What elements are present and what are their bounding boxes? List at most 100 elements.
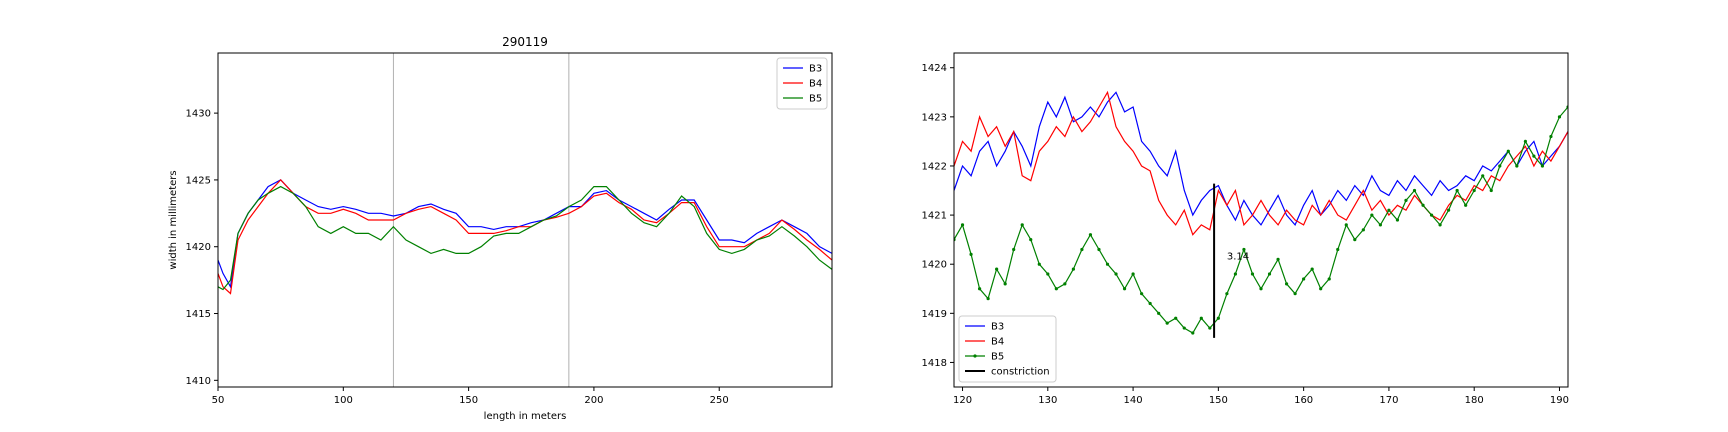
y-tick-label: 1423 xyxy=(922,112,947,123)
x-tick-label: 100 xyxy=(334,395,353,406)
series-point-b5 xyxy=(1455,188,1459,193)
x-tick-label: 140 xyxy=(1124,395,1143,406)
x-tick-label: 120 xyxy=(953,395,972,406)
chart-panel-1: 50 100 150 200 250 1410 1415 1420 1425 1430 290119… xyxy=(168,35,833,422)
legend-label: B5 xyxy=(809,94,822,105)
plot-area xyxy=(954,90,1568,338)
x-tick-label: 180 xyxy=(1465,395,1484,406)
series-point-b5 xyxy=(1131,272,1135,276)
series-point-b5 xyxy=(1097,247,1101,252)
constriction-annotation: 3.14 xyxy=(1227,251,1249,262)
series-point-b5 xyxy=(1182,326,1186,330)
series-point-b5 xyxy=(1412,188,1417,193)
series-point-b5 xyxy=(1199,316,1203,320)
x-tick-label: 170 xyxy=(1379,395,1398,406)
series-point-b5 xyxy=(1225,292,1229,296)
series-point-b5 xyxy=(1259,287,1263,291)
legend-label: B4 xyxy=(991,337,1004,348)
series-point-b5 xyxy=(995,267,999,271)
y-axis-label: width in millimeters xyxy=(168,170,179,269)
series-point-b5 xyxy=(1284,282,1289,286)
series-point-b5 xyxy=(1003,282,1007,286)
series-point-b5 xyxy=(1233,272,1238,276)
series-line-b3 xyxy=(218,179,832,289)
series-point-b5 xyxy=(1464,203,1468,207)
series-point-b5 xyxy=(1191,331,1195,335)
series-point-b5 xyxy=(1157,311,1161,315)
series-point-b5 xyxy=(1404,198,1408,202)
x-tick-label: 150 xyxy=(1209,395,1228,406)
series-point-b5 xyxy=(1557,115,1562,119)
series-point-b5 xyxy=(1421,203,1425,207)
series-point-b5 xyxy=(1481,174,1485,178)
series-line-b5 xyxy=(954,106,1568,334)
y-tick-label: 1410 xyxy=(186,376,211,387)
series-point-b5 xyxy=(1395,218,1400,222)
series-point-b5 xyxy=(1208,326,1212,330)
series-point-b5 xyxy=(1489,188,1493,193)
legend-swatch-marker xyxy=(973,354,977,358)
series-line-b4 xyxy=(218,179,832,295)
legend-label: B4 xyxy=(809,79,822,90)
x-axis-label: length in meters xyxy=(484,411,567,422)
series-point-b5 xyxy=(1353,238,1357,242)
y-tick-label: 1420 xyxy=(186,242,211,253)
series-point-b5 xyxy=(1293,292,1297,296)
y-tick-label: 1425 xyxy=(186,175,211,186)
legend-label: B3 xyxy=(991,322,1004,333)
series-point-b5 xyxy=(1165,321,1169,325)
series-point-b5 xyxy=(1319,287,1323,291)
series-point-b5 xyxy=(1063,282,1067,286)
series-point-b5 xyxy=(1344,223,1348,227)
series-point-b5 xyxy=(1250,272,1255,276)
series-point-b5 xyxy=(1174,316,1178,320)
series-point-b5 xyxy=(1216,316,1220,320)
series-point-b5 xyxy=(1302,277,1306,281)
series-line-b5 xyxy=(218,185,832,291)
x-tick-label: 50 xyxy=(212,395,225,406)
y-tick-label: 1421 xyxy=(922,211,947,222)
series-point-b5 xyxy=(1267,272,1272,276)
series-point-b5 xyxy=(1046,272,1050,276)
series-point-b5 xyxy=(1327,277,1331,281)
series-point-b5 xyxy=(1105,262,1110,266)
y-tick-label: 1419 xyxy=(922,309,947,320)
series-point-b5 xyxy=(1515,164,1519,168)
series-point-b5 xyxy=(1088,233,1093,237)
y-tick-label: 1424 xyxy=(922,63,947,74)
x-tick-label: 190 xyxy=(1550,395,1569,406)
y-tick-label: 1415 xyxy=(186,309,211,320)
series-point-b5 xyxy=(1276,257,1280,261)
legend-box xyxy=(958,315,1057,383)
series-point-b5 xyxy=(960,223,965,227)
series-point-b5 xyxy=(1336,247,1340,252)
series-point-b5 xyxy=(1012,247,1016,252)
series-point-b5 xyxy=(1429,213,1434,217)
series-point-b5 xyxy=(1438,223,1442,227)
series-line-b4 xyxy=(954,90,1568,236)
series-point-b5 xyxy=(1140,292,1144,296)
series-point-b5 xyxy=(1540,164,1545,168)
series-point-b5 xyxy=(1242,247,1246,252)
series-point-b5 xyxy=(1549,134,1553,139)
series-point-b5 xyxy=(1122,287,1127,291)
series-point-b5 xyxy=(1387,208,1391,212)
series-line-b3 xyxy=(954,91,1568,227)
axes-frame xyxy=(217,52,833,388)
series-point-b5 xyxy=(1472,188,1476,193)
legend-label: B3 xyxy=(809,64,822,75)
plot-area xyxy=(218,179,832,295)
series-point-b5 xyxy=(1532,154,1536,158)
y-tick-label: 1422 xyxy=(922,161,947,172)
series-point-b5 xyxy=(1310,267,1314,271)
series-point-b5 xyxy=(1037,262,1041,266)
legend: B3 B4 B5 xyxy=(776,57,828,110)
series-point-b5 xyxy=(1080,247,1084,252)
x-tick-label: 130 xyxy=(1038,395,1057,406)
series-point-b5 xyxy=(1114,272,1118,276)
y-tick-label: 1418 xyxy=(922,358,947,369)
series-point-b5 xyxy=(1361,228,1365,232)
series-point-b5 xyxy=(1020,223,1024,227)
series-point-b5 xyxy=(1506,149,1510,153)
